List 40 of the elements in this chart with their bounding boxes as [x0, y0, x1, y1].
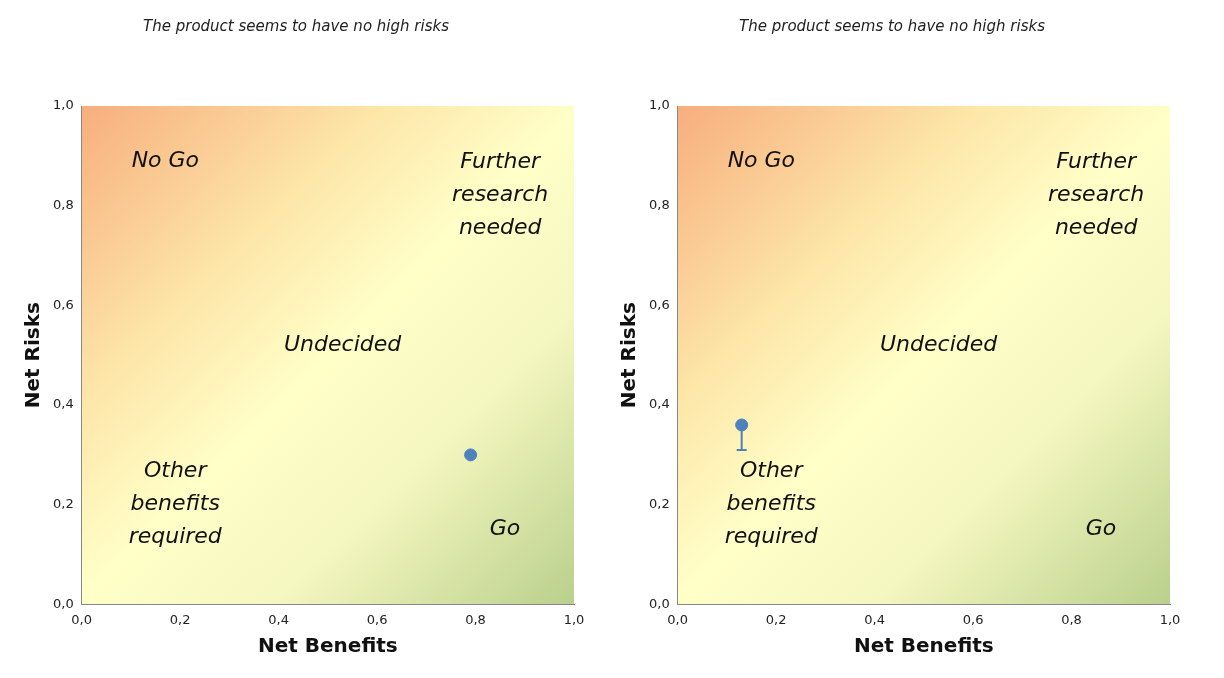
y-tick-label: 0,8: [648, 197, 670, 213]
y-axis-title: Net Risks: [20, 302, 45, 409]
y-tick-label: 0,0: [52, 595, 74, 611]
y-tick-label: 0,4: [52, 396, 74, 412]
x-axis-title: Net Benefits: [853, 633, 994, 658]
y-tick-label: 0,6: [648, 296, 670, 312]
annotation: No Go: [727, 146, 796, 172]
chart-title: The product seems to have no high risks: [143, 16, 450, 35]
annotation: Undecided: [284, 330, 403, 356]
x-tick-label: 0,0: [667, 611, 689, 627]
annotation: Other benefits required: [128, 457, 223, 549]
annotation: Go: [1085, 515, 1117, 541]
x-tick-label: 0,0: [71, 611, 93, 627]
x-tick-label: 0,8: [1061, 611, 1082, 627]
x-axis-title: Net Benefits: [257, 633, 398, 658]
x-tick-label: 1,0: [563, 611, 585, 627]
x-tick-label: 0,4: [268, 611, 289, 627]
x-tick-label: 0,2: [765, 611, 787, 627]
y-axis-title: Net Risks: [616, 302, 641, 409]
x-tick-label: 0,4: [864, 611, 885, 627]
y-tick-label: 0,2: [648, 496, 670, 512]
x-tick-label: 0,8: [465, 611, 486, 627]
y-tick-label: 0,4: [648, 396, 670, 412]
y-tick-label: 1,0: [648, 97, 670, 113]
annotation: Further research needed: [1048, 148, 1145, 240]
x-tick-label: 0,6: [366, 611, 388, 627]
annotation: Undecided: [880, 330, 999, 356]
annotation: Further research needed: [452, 148, 549, 240]
y-tick-label: 0,6: [52, 296, 74, 312]
x-tick-label: 0,2: [169, 611, 191, 627]
annotation: Other benefits required: [724, 457, 819, 549]
y-tick-label: 0,8: [52, 197, 74, 213]
y-tick-label: 1,0: [52, 97, 74, 113]
y-tick-label: 0,2: [52, 496, 74, 512]
y-tick-label: 0,0: [648, 595, 670, 611]
chart-title: The product seems to have no high risks: [739, 16, 1046, 35]
x-tick-label: 1,0: [1159, 611, 1181, 627]
annotation: No Go: [131, 146, 200, 172]
annotation: Go: [489, 515, 521, 541]
x-tick-label: 0,6: [962, 611, 984, 627]
